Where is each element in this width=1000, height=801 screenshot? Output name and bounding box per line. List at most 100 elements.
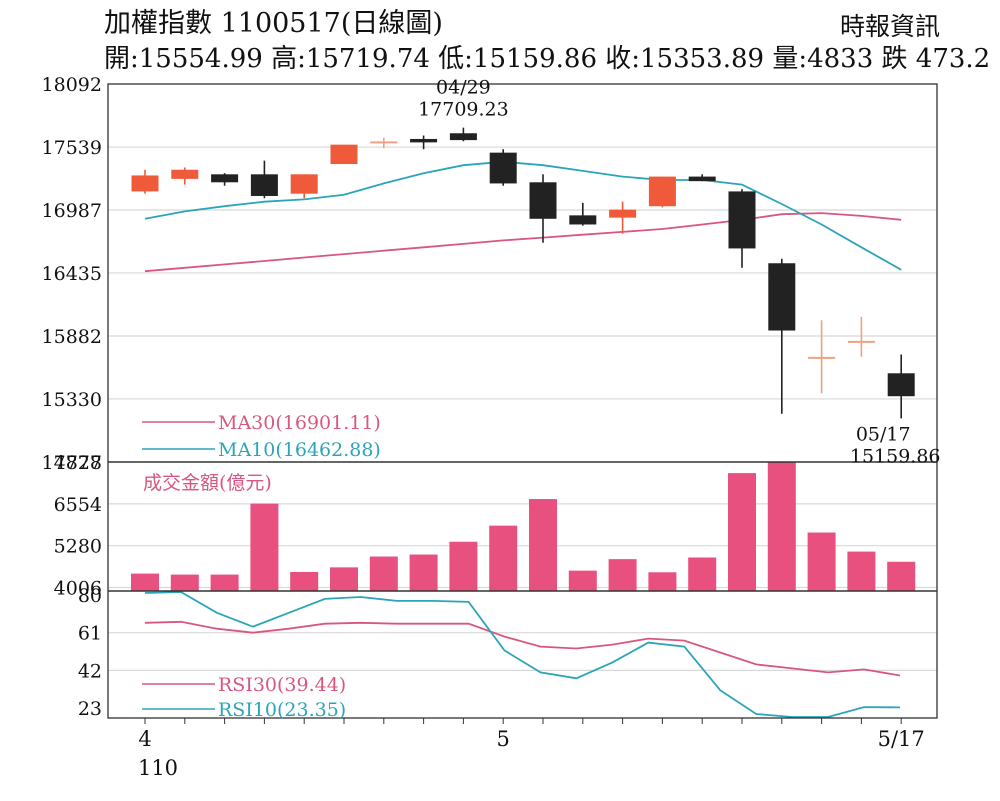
candle-body <box>489 152 517 184</box>
volume-bar <box>170 574 199 591</box>
x-tick-label: 4 <box>138 727 151 751</box>
volume-y-tick: 7828 <box>54 452 102 474</box>
rsi10-line <box>144 591 901 718</box>
down-candle <box>728 189 756 268</box>
volume-bar <box>529 499 557 591</box>
candle-body <box>171 169 199 179</box>
rsi-layer <box>144 591 901 718</box>
volume-title: 成交金額(億元) <box>143 472 272 494</box>
up-candle <box>330 144 358 165</box>
ma30-line <box>144 212 902 273</box>
chart-title: 加權指數 1100517(日線圖) <box>104 8 443 39</box>
price-y-tick: 16987 <box>42 200 102 222</box>
down-candle <box>211 173 239 186</box>
candle-body <box>648 176 676 207</box>
price-y-tick: 16435 <box>42 263 102 285</box>
rsi-y-tick: 42 <box>78 660 102 682</box>
candle-body <box>529 182 557 219</box>
candle-body <box>569 215 597 225</box>
candle-body <box>887 373 915 397</box>
candle-body <box>131 175 159 192</box>
volume-bar <box>728 473 756 591</box>
price-y-tick: 17539 <box>42 137 102 159</box>
volume-bar <box>449 541 478 591</box>
rsi-y-tick: 80 <box>78 585 102 607</box>
down-candle <box>688 174 716 182</box>
price-y-tick: 15330 <box>42 389 102 411</box>
price-y-tick: 15882 <box>42 326 102 348</box>
annotation-value: 17709.23 <box>418 99 509 121</box>
candle-body <box>449 133 477 141</box>
candle-body <box>728 191 756 249</box>
volume-y-tick: 4006 <box>54 578 102 600</box>
up-candle <box>171 167 199 185</box>
rsi10-legend: RSI10(23.35) <box>218 699 346 721</box>
candle-body <box>410 138 438 143</box>
annotation-date: 04/29 <box>436 77 491 99</box>
ohlc-summary: 開:15554.99 高:15719.74 低:15159.86 收:15353… <box>104 44 991 74</box>
volume-bar <box>608 559 637 591</box>
volume-layer <box>131 462 916 591</box>
candle-body <box>330 144 358 165</box>
volume-y-tick: 5280 <box>54 536 102 558</box>
candle-body <box>688 176 716 182</box>
down-candle <box>489 149 517 186</box>
up-candle <box>290 174 318 199</box>
volume-bar <box>210 574 239 591</box>
x-tick-label: 5/17 <box>878 727 925 751</box>
up-candle <box>131 169 159 194</box>
rsi-y-tick: 61 <box>78 623 102 645</box>
price-y-tick: 14777 <box>42 452 102 474</box>
volume-bar <box>250 503 279 591</box>
frame-layer <box>107 83 938 724</box>
rsi-y-tick: 23 <box>78 698 102 720</box>
down-candle <box>410 135 438 150</box>
ma10-line <box>144 160 902 271</box>
volume-bar <box>330 567 358 591</box>
rsi30-line <box>144 620 901 677</box>
down-candle <box>449 127 477 142</box>
volume-bar <box>409 554 438 591</box>
volume-y-tick: 6554 <box>54 494 102 516</box>
ma10-legend: MA10(16462.88) <box>218 439 381 461</box>
down-candle <box>569 202 597 226</box>
candle-body <box>609 209 637 218</box>
volume-bar <box>568 570 597 591</box>
doji-candle <box>808 320 836 394</box>
down-candle <box>768 258 796 414</box>
volume-bar <box>688 557 717 591</box>
price-y-tick: 18092 <box>42 74 102 96</box>
doji-candle <box>370 137 398 149</box>
grid-layer <box>108 146 937 671</box>
volume-bar <box>767 462 796 591</box>
down-candle <box>887 354 915 419</box>
plot-frame <box>107 83 938 719</box>
source-label: 時報資訊 <box>839 12 940 41</box>
volume-bar <box>131 573 159 591</box>
rsi30-legend: RSI30(39.44) <box>218 674 346 696</box>
candle-body <box>250 174 278 196</box>
volume-bar <box>807 532 836 591</box>
candle-body <box>768 263 796 331</box>
candle-body <box>290 174 318 194</box>
volume-bar <box>290 571 319 591</box>
volume-bar <box>489 525 518 591</box>
volume-bar <box>847 551 876 591</box>
down-candle <box>250 160 278 199</box>
down-candle <box>529 174 557 243</box>
volume-bar <box>369 556 398 591</box>
doji-candle <box>847 316 875 357</box>
x-tick-sublabel: 110 <box>138 756 178 780</box>
volume-bar <box>887 561 916 591</box>
candle-body <box>211 174 239 183</box>
ma30-legend: MA30(16901.11) <box>218 412 381 434</box>
up-candle <box>609 201 637 234</box>
up-candle <box>648 176 676 208</box>
ma-layer <box>144 160 902 273</box>
x-tick-label: 5 <box>497 727 510 751</box>
annotation-date: 05/17 <box>856 423 911 445</box>
annotation-value: 15159.86 <box>850 445 941 467</box>
candle-layer <box>131 127 915 419</box>
